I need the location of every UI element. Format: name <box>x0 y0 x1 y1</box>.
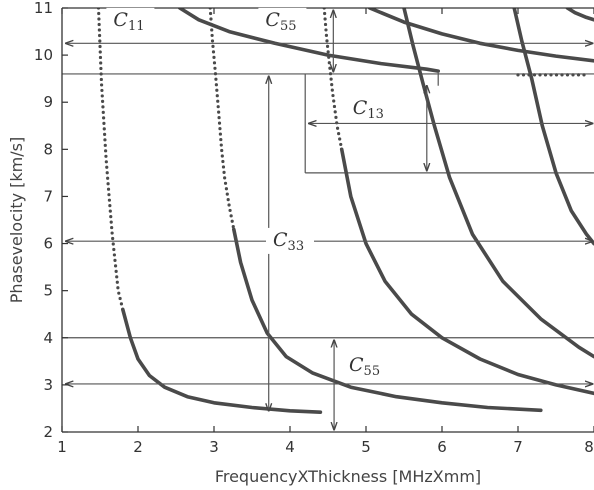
x-tick-label: 6 <box>437 438 447 456</box>
x-tick-label: 4 <box>285 438 295 456</box>
label-backing <box>342 352 390 379</box>
mode-curve <box>178 8 440 73</box>
y-tick-label: 5 <box>43 282 53 300</box>
x-tick-label: 7 <box>513 438 523 456</box>
constant-label: C11 <box>113 9 144 34</box>
y-tick-label: 10 <box>34 46 53 64</box>
label-backing <box>266 227 314 254</box>
constant-subscript: 13 <box>367 107 384 122</box>
mode-curve <box>368 8 594 63</box>
constant-subscript: 55 <box>280 19 297 34</box>
constant-symbol: C <box>265 9 280 31</box>
label-backing <box>345 96 394 122</box>
dotted-mode-curve <box>96 8 125 312</box>
x-axis-label: FrequencyXThickness [MHzXmm] <box>215 467 481 486</box>
y-tick-label: 6 <box>43 235 53 253</box>
y-tick-label: 7 <box>43 187 53 205</box>
mode-curve <box>232 227 543 413</box>
y-tick-label: 3 <box>43 376 53 394</box>
constant-subscript: 11 <box>128 19 145 34</box>
x-tick-label: 8 <box>584 438 594 456</box>
y-tick-label: 11 <box>34 0 53 17</box>
constant-label: C55 <box>349 354 380 379</box>
x-tick-label: 1 <box>57 438 67 456</box>
constant-subscript: 55 <box>364 364 381 379</box>
y-tick-label: 2 <box>43 423 53 441</box>
x-tick-label: 5 <box>361 438 371 456</box>
reference-lines <box>62 73 594 339</box>
constant-label: C33 <box>273 229 304 254</box>
constant-subscript: 33 <box>288 239 305 254</box>
y-tick-label: 4 <box>43 329 53 347</box>
mode-curve <box>565 8 594 22</box>
x-tick-label: 3 <box>209 438 219 456</box>
y-tick-label: 9 <box>43 93 53 111</box>
constant-symbol: C <box>353 97 368 119</box>
constant-label: C55 <box>265 9 296 34</box>
dotted-mode-curve <box>322 8 344 151</box>
constant-label: C13 <box>353 97 384 122</box>
mode-curve <box>339 147 594 396</box>
label-backing <box>258 7 307 34</box>
constant-symbol: C <box>273 229 288 251</box>
dotted-mode-curve <box>208 8 236 231</box>
constant-symbol: C <box>113 9 128 31</box>
y-axis-label: Phasevelocity [km/s] <box>7 137 26 303</box>
plot-frame <box>61 7 594 433</box>
x-tick-label: 2 <box>133 438 143 456</box>
label-backing <box>106 7 155 34</box>
y-tick-label: 8 <box>43 140 53 158</box>
mode-curve <box>402 8 594 359</box>
dispersion-curves <box>96 8 594 414</box>
constant-symbol: C <box>349 354 364 376</box>
mode-curve <box>512 8 594 246</box>
